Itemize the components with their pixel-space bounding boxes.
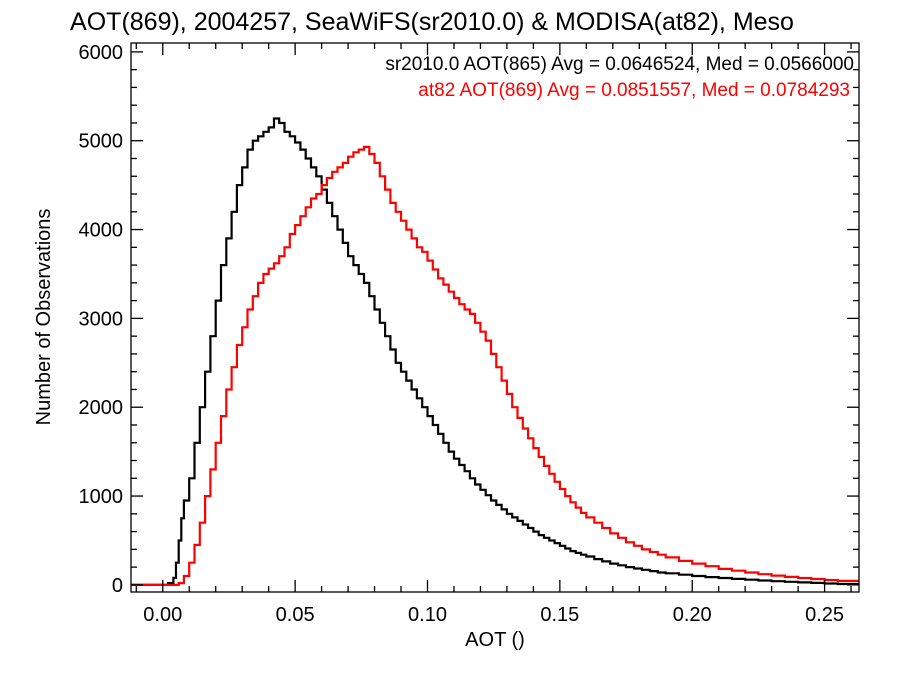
x-tick-label: 0.15 bbox=[540, 604, 579, 626]
y-axis-label: Number of Observations bbox=[33, 209, 55, 426]
y-tick-label: 3000 bbox=[79, 308, 124, 330]
x-tick-label: 0.00 bbox=[143, 604, 182, 626]
y-tick-label: 4000 bbox=[79, 220, 124, 242]
y-tick-label: 1000 bbox=[79, 486, 124, 508]
x-tick-label: 0.25 bbox=[805, 604, 844, 626]
y-tick-label: 6000 bbox=[79, 42, 124, 64]
plot-frame bbox=[130, 42, 860, 593]
y-tick-label: 5000 bbox=[79, 131, 124, 153]
series-line-1 bbox=[131, 117, 859, 586]
y-tick-label: 0 bbox=[112, 575, 123, 597]
series-line-2 bbox=[131, 145, 859, 586]
legend-entry-1: sr2010.0 AOT(865) Avg = 0.0646524, Med =… bbox=[385, 54, 854, 75]
chart-title: AOT(869), 2004257, SeaWiFS(sr2010.0) & M… bbox=[70, 8, 794, 36]
y-tick-label: 2000 bbox=[79, 397, 124, 419]
x-tick-label: 0.05 bbox=[276, 604, 315, 626]
x-tick-label: 0.20 bbox=[673, 604, 712, 626]
x-axis-label: AOT () bbox=[465, 629, 525, 651]
x-tick-label: 0.10 bbox=[408, 604, 447, 626]
legend-entry-2: at82 AOT(869) Avg = 0.0851557, Med = 0.0… bbox=[418, 80, 850, 101]
